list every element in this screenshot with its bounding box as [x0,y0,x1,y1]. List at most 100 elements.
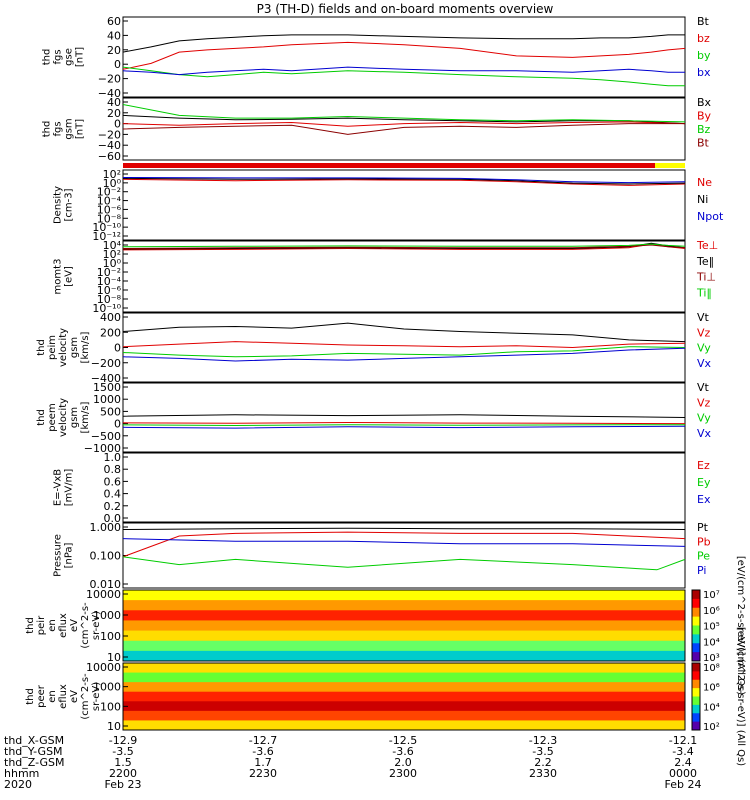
legend-Vt: Vt [697,311,710,324]
y-axis-label: eflux [58,684,69,709]
y-tick-label: 10⁰ [103,177,122,190]
footer-value: 2.2 [534,756,552,769]
y-tick-label: 100 [100,700,121,713]
series-line-Bt [122,123,685,135]
footer-value: -3.5 [532,745,553,758]
legend-Bx: Bx [697,96,712,109]
y-tick-label: 10⁻¹² [92,230,121,243]
spectrogram-band [123,663,685,674]
y-tick-label: 0 [114,342,121,355]
footer-value: -12.1 [669,734,697,747]
y-tick-label: −400 [91,372,121,385]
y-axis-label: momt3 [53,259,64,295]
y-tick-label: 10⁻¹⁰ [92,302,121,315]
spectrogram-band [123,630,685,642]
y-axis-label: Pressure [53,534,64,577]
footer-value: Feb 24 [665,778,702,791]
spectrogram-band [123,590,685,601]
footer-value: -3.6 [392,745,413,758]
y-axis-label: eV [69,690,80,703]
series-line-Pe [122,556,686,571]
y-axis-label: fgs [53,121,64,136]
y-tick-label: 1000 [93,609,121,622]
colorbar: 10⁸ 10⁶ 10⁴ 10² [eV/(cm^2-s-sr-eV)] (All Qs) [691,627,746,766]
y-tick-label: −500 [91,430,121,443]
y-tick-label: 1000 [93,393,121,406]
y-tick-label: 10⁻⁶ [97,203,122,216]
series-line-Vt [122,322,686,343]
y-tick-label: 500 [100,405,121,418]
spectrogram-band [123,650,685,662]
y-tick-label: 1000 [93,681,121,694]
mode-bar-yellow [655,163,685,168]
legend-Bt: Bt [697,15,710,28]
y-tick-label: 40 [107,96,121,109]
legend-Pt: Pt [697,521,709,534]
legend-by: by [697,49,711,62]
y-tick-label: −40 [98,87,121,100]
colorbar-tick-label: 10⁷ [703,590,720,601]
series-line-Vx [122,425,686,429]
footer-row-label: 2020 [4,778,32,791]
y-tick-label: 0 [114,118,121,131]
legend-Pe: Pe [697,550,710,563]
panel-frame [122,16,686,98]
colorbar: 10⁷ 10⁶ 10⁵ 10⁴ 10³ [eV/(cm^2-s-sr-eV)] (All … [691,556,746,695]
y-tick-label: 400 [100,311,121,324]
y-tick-label: 1.0 [104,451,122,464]
series-line-Vy [122,346,686,358]
legend-Te⊥: Te⊥ [696,239,718,252]
legend-Vx: Vx [697,357,712,370]
legend-Bt: Bt [697,137,710,150]
spectrogram-band [123,600,685,611]
colorbar-swatch [692,721,700,731]
series-line-Ti‖ [122,243,686,248]
y-axis-label: gsm [69,337,80,358]
panel-frame [122,589,686,662]
y-axis-label: gsm [69,407,80,428]
spectrogram-band [123,682,685,693]
series-line-Pi [122,538,686,547]
y-axis-label: peem [47,403,58,431]
y-axis-label: (cm^2-s- [80,673,91,720]
panel-frame [122,169,686,241]
y-tick-label: 0.6 [104,475,122,488]
series-line-by [122,66,685,87]
y-tick-label: 10⁻⁴ [97,275,122,288]
colorbar-swatch [692,625,700,635]
footer-value: -12.3 [529,734,557,747]
y-tick-label: 0.8 [104,463,122,476]
footer-value: -3.5 [112,745,133,758]
spectrogram-band [123,672,685,683]
y-tick-label: 1500 [93,381,121,394]
y-tick-label: 20 [107,44,121,57]
mode-bar-red [123,163,655,168]
y-tick-label: 10⁻² [97,266,121,279]
y-tick-label: 0.4 [104,488,122,501]
legend-Ne: Ne [697,176,712,189]
series-line-bx [122,66,685,76]
y-tick-label: 10 [107,720,121,733]
footer-value: 2200 [109,767,137,780]
series-line-bz [122,41,686,70]
colorbar-swatch [692,643,700,653]
legend-By: By [697,110,712,123]
y-axis-label: velocity [58,328,69,367]
footer-value: 2300 [389,767,417,780]
y-tick-label: 10⁻⁴ [97,195,122,208]
legend-Ni: Ni [697,193,708,206]
y-axis-label: sr-eV) [91,682,102,711]
y-tick-label: −200 [91,357,121,370]
y-tick-label: −20 [98,73,121,86]
y-axis-label: eflux [58,613,69,638]
y-axis-label: peir [36,615,47,635]
colorbar-swatch [692,607,700,618]
y-axis-label: [mV/m] [64,469,75,507]
y-tick-label: −60 [98,150,121,163]
series-line-Ni [122,177,686,185]
y-tick-label: 10⁻² [97,186,121,199]
colorbar-label: [eV/(cm^2-s-sr-eV)] (All Qs) [735,556,746,695]
colorbar-tick-label: 10⁴ [703,637,720,648]
y-axis-label: [km/s] [80,401,91,433]
